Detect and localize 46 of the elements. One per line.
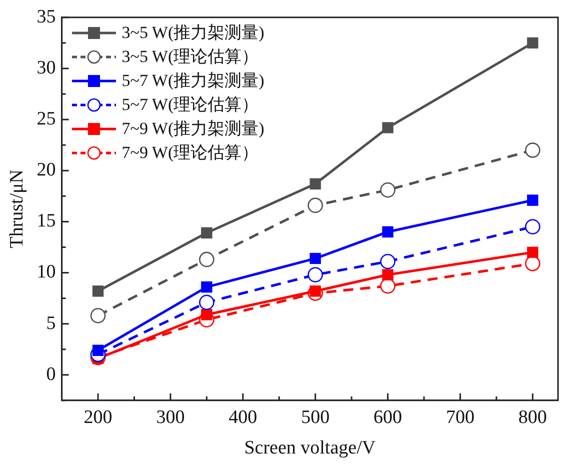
x-tick-label: 700 (446, 406, 474, 428)
y-tick-label: 25 (36, 108, 56, 130)
point (382, 269, 394, 280)
point (527, 246, 538, 258)
point (199, 252, 214, 268)
point (201, 309, 212, 320)
point (201, 227, 212, 238)
x-tick-label: 500 (301, 406, 330, 428)
x-tick-label: 200 (84, 406, 112, 428)
y-tick-label: 0 (46, 364, 56, 385)
point (524, 256, 540, 272)
legend-label: 3~5 W(推力架测量) (122, 22, 264, 44)
point (380, 278, 396, 294)
point (382, 122, 394, 134)
y-tick-label: 35 (36, 6, 56, 28)
y-tick-label: 15 (36, 210, 56, 232)
point (308, 198, 323, 213)
x-tick-label: 600 (374, 406, 402, 428)
legend-label: 5~7 W(理论估算） (122, 94, 259, 116)
legend-label: 7~9 W(理论估算） (122, 142, 259, 164)
point (527, 37, 538, 49)
legend-label: 5~7 W(推力架测量) (122, 70, 264, 92)
point (310, 178, 321, 190)
point (310, 252, 321, 264)
point (308, 267, 323, 282)
point (380, 254, 396, 270)
y-tick-label: 10 (36, 262, 56, 283)
point (380, 182, 396, 198)
y-tick-label: 20 (36, 160, 56, 181)
point (201, 281, 212, 293)
point (92, 286, 104, 297)
x-tick-label: 300 (156, 406, 185, 428)
legend-label: 7~9 W(推力架测量) (122, 118, 264, 140)
point (90, 308, 106, 324)
y-tick-label: 30 (36, 57, 56, 78)
point (527, 194, 538, 206)
x-tick-label: 800 (518, 406, 547, 428)
point (524, 142, 540, 158)
y-axis-title: Thrust/μN (6, 169, 28, 248)
x-tick-label: 400 (228, 406, 258, 428)
point (524, 219, 540, 234)
legend-label: 3~5 W(理论估算） (122, 46, 259, 68)
y-tick-label: 5 (46, 312, 56, 334)
point (199, 294, 214, 310)
x-axis-title: Screen voltage/V (244, 438, 376, 459)
point (382, 226, 394, 238)
